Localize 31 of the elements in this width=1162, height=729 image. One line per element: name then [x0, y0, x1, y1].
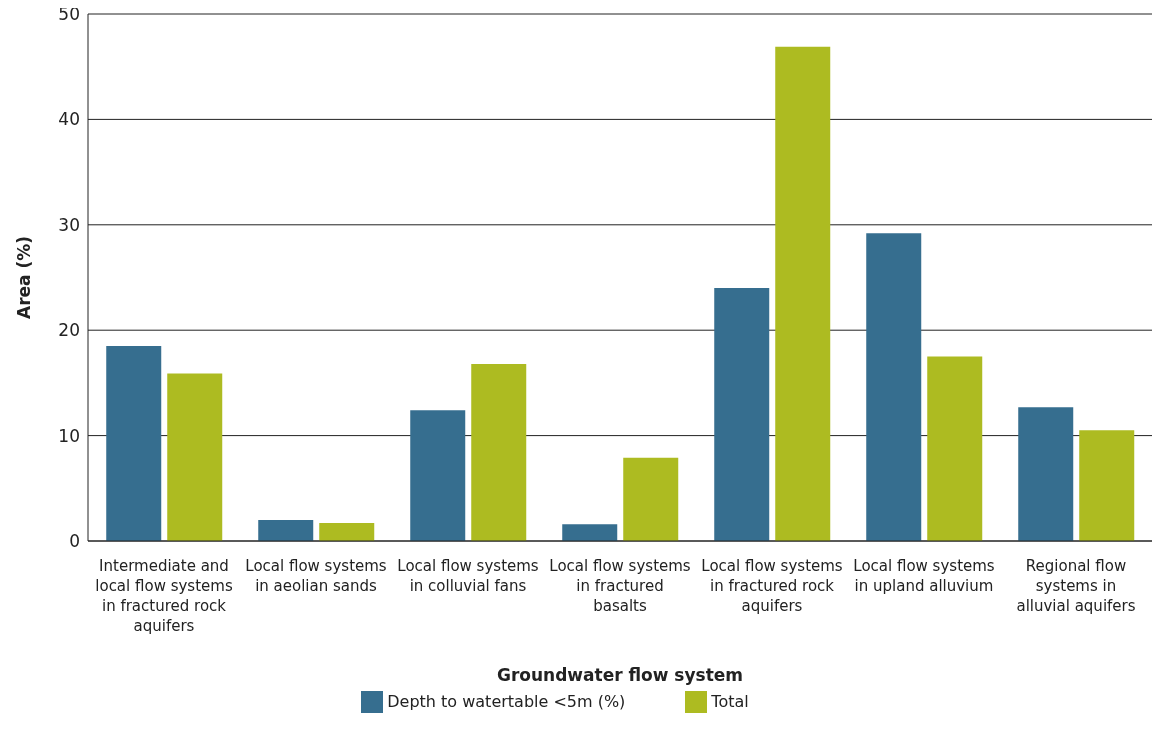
x-tick-label: Intermediate and local flow systems in fractured rock aquifers [95, 557, 233, 635]
bar [1079, 430, 1135, 541]
y-tick-label: 0 [69, 531, 80, 552]
y-tick-label: 50 [58, 4, 80, 25]
x-tick-label: Local flow systems in upland alluvium [853, 557, 995, 595]
bar [562, 524, 618, 541]
bar [623, 457, 679, 541]
x-tick-label: Local flow systems in fractured basalts [549, 557, 691, 615]
y-tick-label: 10 [58, 425, 80, 446]
bar [927, 356, 983, 541]
bar [471, 363, 527, 541]
bar [167, 373, 223, 541]
bar [714, 288, 770, 541]
bar [1018, 407, 1074, 541]
y-tick-label: 20 [58, 320, 80, 341]
bar [319, 523, 375, 541]
x-tick-label: Local flow systems in fractured rock aquifers [701, 557, 843, 615]
legend-label: Depth to watertable <5m (%) [387, 691, 626, 711]
y-tick-label: 30 [58, 214, 80, 235]
bar [775, 46, 831, 541]
bar [410, 410, 466, 541]
x-tick-label: Local flow systems in aeolian sands [245, 557, 387, 595]
x-tick-label: Regional flow systems in alluvial aquifers [1016, 557, 1136, 615]
bar [866, 233, 922, 541]
bar [258, 519, 314, 541]
bar [106, 346, 162, 541]
x-tick-label: Local flow systems in colluvial fans [397, 557, 539, 595]
legend-label: Total [711, 691, 749, 711]
x-axis-title: Groundwater flow system [496, 665, 744, 685]
y-axis-title: Area (%) [14, 235, 35, 320]
y-tick-label: 40 [58, 109, 80, 130]
